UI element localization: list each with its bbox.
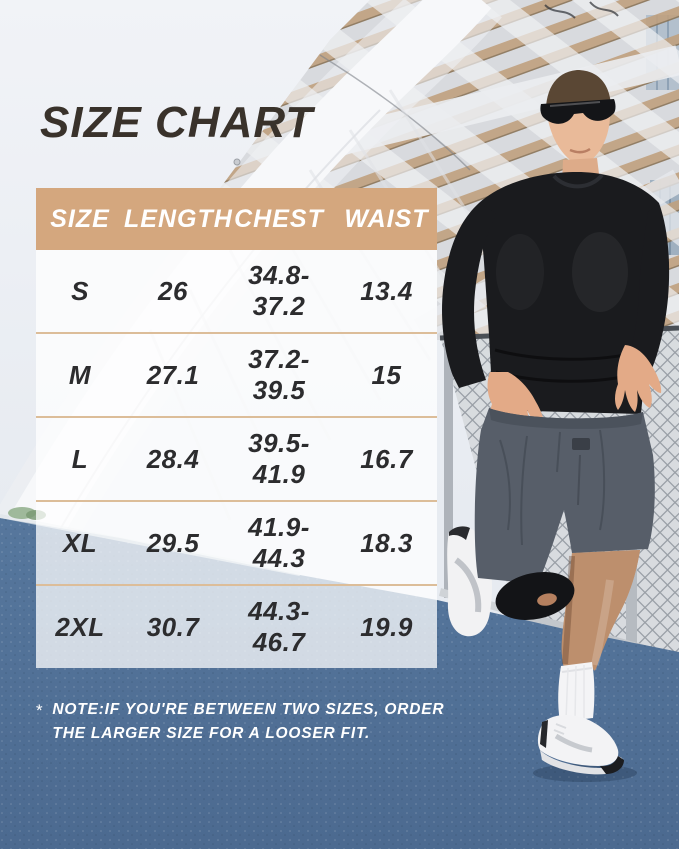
cable-wires — [544, 1, 619, 19]
runner-figure — [442, 70, 670, 782]
cell-chest: 39.5-41.9 — [248, 428, 310, 489]
cell-length: 26 — [158, 275, 188, 306]
cell-length: 28.4 — [146, 443, 200, 474]
hair — [545, 70, 612, 120]
cell-waist: 13.4 — [360, 275, 413, 306]
cell-size: 2XL — [55, 611, 105, 642]
header-cell-size: SIZE — [50, 204, 110, 233]
left-hand — [487, 372, 545, 443]
cell-size: S — [71, 275, 89, 306]
cell-length: 27.1 — [146, 359, 200, 390]
cell-size: M — [68, 359, 92, 390]
note-asterisk: * — [36, 701, 44, 720]
compression-shirt — [442, 172, 670, 414]
cell-chest: 44.3-46.7 — [248, 596, 310, 657]
size-chart-table: SIZE LENGTH CHEST WAIST S 26 34.8-37.2 1… — [36, 188, 437, 668]
table-row: M 27.1 37.2-39.5 15 — [36, 332, 437, 416]
shorts — [474, 408, 655, 584]
knee-brace — [495, 572, 575, 620]
header-cell-length: LENGTH — [124, 204, 233, 233]
cell-size: L — [71, 443, 89, 474]
cell-waist: 19.9 — [360, 611, 413, 642]
cell-waist: 18.3 — [360, 527, 413, 558]
table-row: S 26 34.8-37.2 13.4 — [36, 250, 437, 332]
header-cell-chest: CHEST — [234, 204, 324, 233]
table-row: L 28.4 39.5-41.9 16.7 — [36, 416, 437, 500]
right-hand — [615, 345, 662, 412]
cell-length: 30.7 — [146, 611, 200, 642]
cell-size: XL — [62, 527, 98, 558]
cell-waist: 16.7 — [360, 443, 413, 474]
table-header-row: SIZE LENGTH CHEST WAIST — [36, 188, 437, 250]
sunglasses — [540, 99, 616, 124]
table-row: XL 29.5 41.9-44.3 18.3 — [36, 500, 437, 584]
table-row: 2XL 30.7 44.3-46.7 19.9 — [36, 584, 437, 668]
cell-chest: 34.8-37.2 — [248, 260, 310, 321]
page-title: SIZE CHART — [40, 98, 314, 147]
cell-length: 29.5 — [146, 527, 200, 558]
cell-chest: 41.9-44.3 — [248, 512, 310, 573]
size-note: * NOTE:IF YOU'RE BETWEEN TWO SIZES, ORDE… — [36, 698, 448, 746]
cell-waist: 15 — [371, 359, 402, 390]
cell-chest: 37.2-39.5 — [248, 344, 310, 405]
header-cell-waist: WAIST — [344, 204, 429, 233]
note-text: NOTE:IF YOU'RE BETWEEN TWO SIZES, ORDER … — [52, 701, 445, 743]
standing-shoe — [537, 714, 624, 775]
